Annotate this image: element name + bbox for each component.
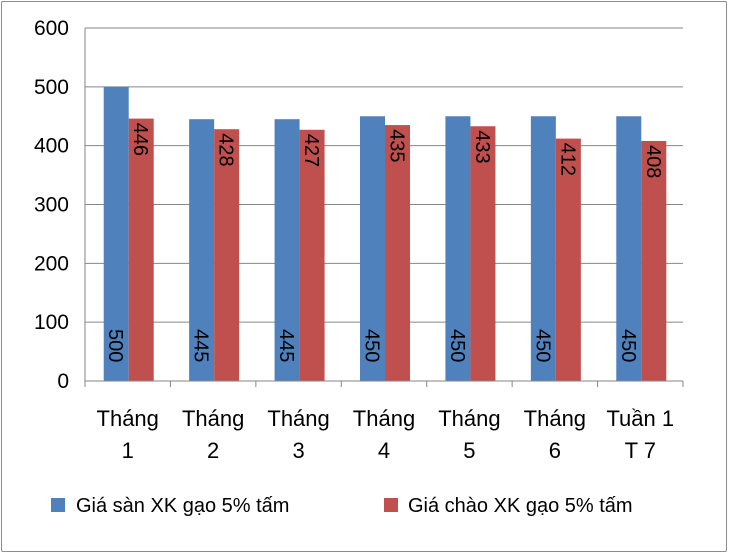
- y-tick-label: 600: [34, 17, 69, 40]
- data-label: 433: [471, 130, 493, 163]
- data-label: 435: [386, 129, 408, 162]
- y-tick-label: 400: [34, 135, 69, 158]
- bar-floor-price: [189, 119, 215, 382]
- data-label: 408: [642, 145, 664, 178]
- x-tick-label: 2: [207, 438, 219, 463]
- data-label: 450: [617, 329, 639, 362]
- x-tick-label: T 7: [625, 438, 656, 463]
- data-label: 446: [129, 123, 151, 156]
- data-label: 428: [215, 133, 237, 166]
- x-tick-label: 5: [463, 438, 475, 463]
- x-tick-label: Tháng: [267, 406, 329, 431]
- legend-swatch: [384, 498, 398, 512]
- bar-offer-price: [555, 138, 581, 381]
- x-tick-label: 3: [292, 438, 304, 463]
- legend-label: Giá chào XK gạo 5% tấm: [408, 495, 633, 517]
- y-tick-label: 100: [34, 311, 69, 334]
- bar-floor-price: [616, 116, 642, 381]
- y-tick-label: 200: [34, 252, 69, 275]
- x-tick-label: Tuần 1: [606, 406, 674, 431]
- bar-floor-price: [360, 116, 385, 381]
- x-tick-label: Tháng: [353, 406, 415, 431]
- x-tick-label: Tháng: [438, 406, 500, 431]
- legend-label: Giá sàn XK gạo 5% tấm: [76, 495, 289, 517]
- bar-floor-price: [445, 116, 471, 381]
- bar-offer-price: [128, 118, 154, 381]
- data-label: 500: [104, 329, 126, 362]
- y-tick-label: 500: [34, 76, 69, 99]
- y-tick-label: 0: [57, 370, 69, 393]
- x-tick-label: 6: [549, 438, 561, 463]
- data-label: 450: [531, 329, 553, 362]
- x-tick-label: Tháng: [97, 406, 159, 431]
- bar-offer-price: [214, 129, 240, 381]
- x-tick-label: Tháng: [182, 406, 244, 431]
- bar-offer-price: [641, 140, 667, 381]
- data-label: 445: [275, 329, 297, 362]
- x-tick-label: 1: [122, 438, 134, 463]
- x-tick-label: 4: [378, 438, 390, 463]
- data-label: 450: [446, 329, 468, 362]
- bar-offer-price: [470, 126, 496, 381]
- data-label: 427: [300, 134, 322, 167]
- y-tick-label: 300: [34, 194, 69, 217]
- data-label: 450: [361, 329, 383, 362]
- bar-floor-price: [103, 86, 129, 381]
- bar-offer-price: [385, 125, 410, 381]
- x-tick-label: Tháng: [524, 406, 586, 431]
- bar-offer-price: [299, 129, 325, 381]
- data-label: 445: [190, 329, 212, 362]
- bar-floor-price: [274, 119, 300, 382]
- bar-floor-price: [530, 116, 556, 381]
- data-label: 412: [556, 143, 578, 176]
- legend-swatch: [51, 498, 65, 512]
